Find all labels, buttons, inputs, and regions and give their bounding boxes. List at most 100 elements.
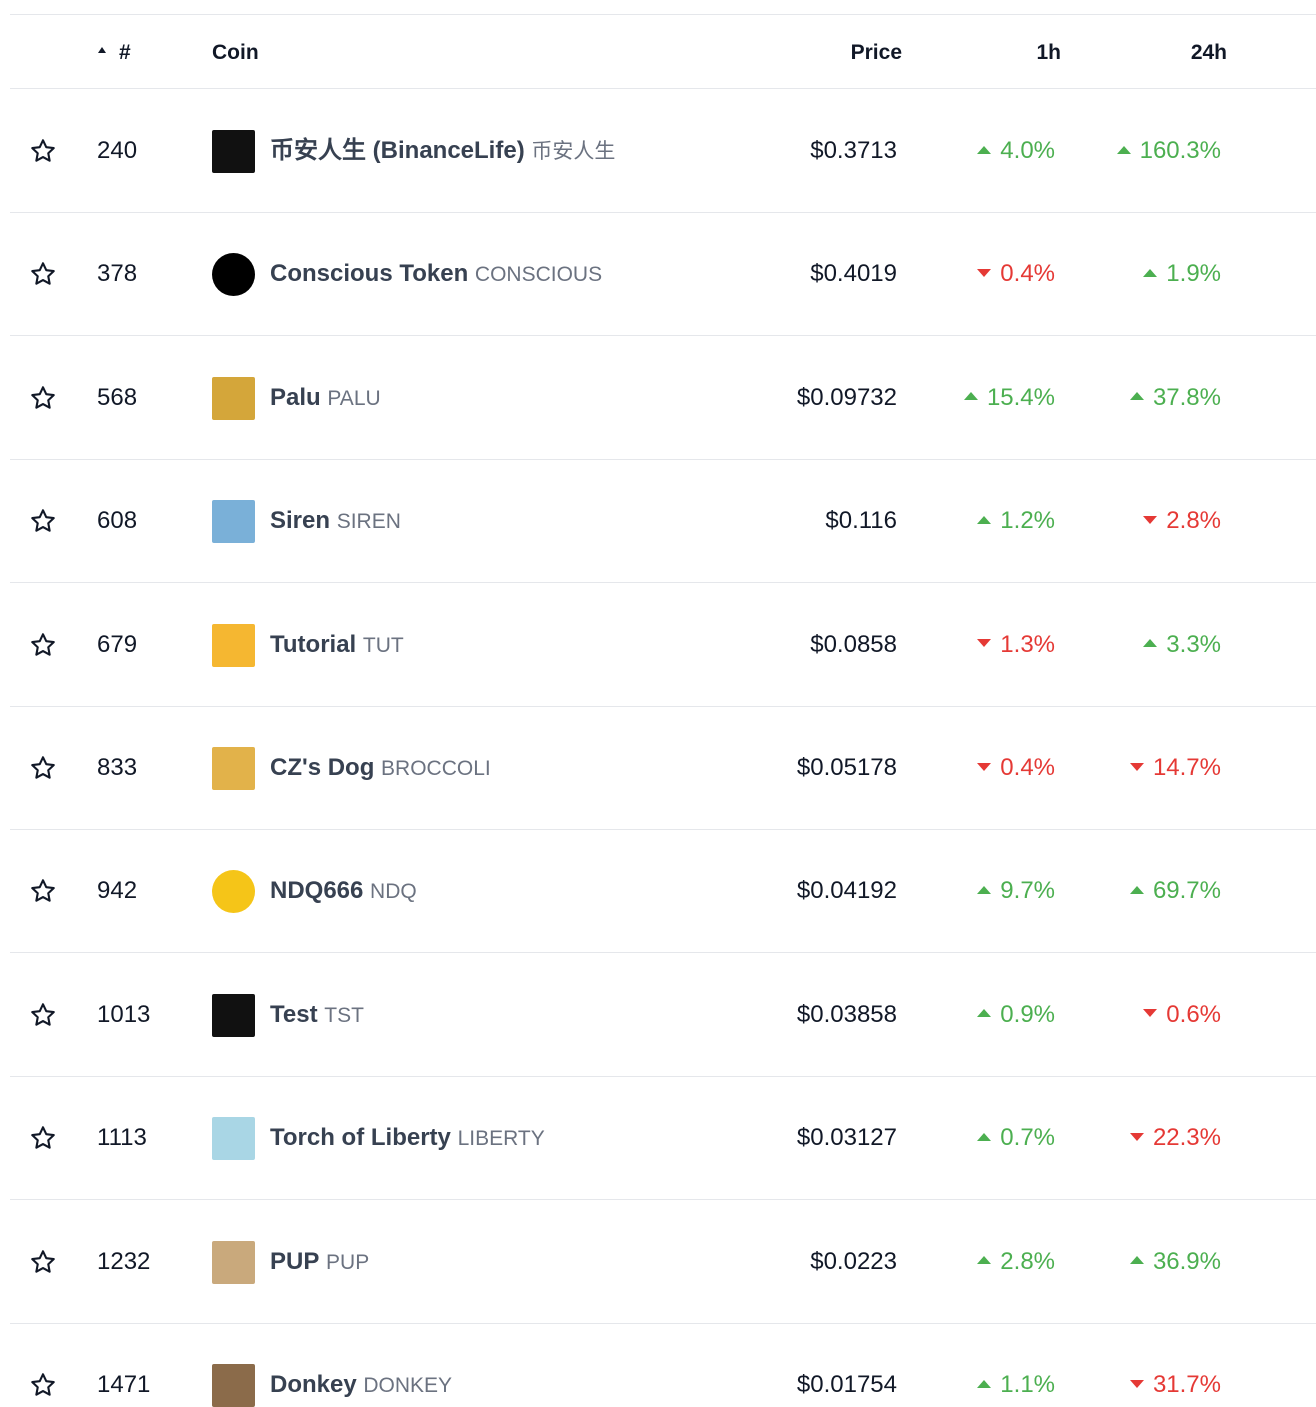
coin-icon (212, 253, 255, 297)
change-value: 0.6% (1166, 1000, 1221, 1028)
coin-icon (212, 623, 255, 667)
coin-name[interactable]: Palu (270, 383, 321, 411)
coin-icon (212, 870, 255, 914)
rank: 1232 (97, 1247, 151, 1275)
trend-arrow (1143, 269, 1158, 278)
coin[interactable]: 币安人生 (BinanceLife) 币安人生 (270, 136, 615, 167)
coin-name[interactable]: NDQ666 (270, 877, 364, 905)
change-value: 4.0% (1000, 137, 1055, 164)
price: $0.116 (825, 507, 897, 535)
coin-name[interactable]: PUP (270, 1247, 320, 1275)
trend-arrow (977, 762, 992, 771)
sort-arrow[interactable] (98, 47, 106, 53)
change-value: 31.7% (1152, 1371, 1221, 1398)
trend-arrow (1129, 886, 1144, 895)
rank: 240 (97, 137, 138, 164)
price-header[interactable]: Price (850, 41, 902, 64)
change-h1: 2.8% (977, 1247, 1055, 1277)
coin-name[interactable]: CZ's Dog (270, 754, 375, 781)
h1-header[interactable]: 1h (1036, 41, 1061, 64)
price: $0.4019 (810, 260, 897, 288)
rank: 608 (97, 507, 138, 535)
favorite-star[interactable] (29, 1371, 57, 1399)
rank: 1471 (97, 1371, 151, 1398)
coin-name[interactable]: Test (270, 1000, 318, 1028)
trend-arrow (1129, 762, 1144, 771)
change-value: 0.4% (1000, 260, 1055, 288)
h24-header[interactable]: 24h (1190, 41, 1227, 64)
coin[interactable]: Tutorial TUT (270, 630, 404, 661)
coin-name[interactable]: Donkey (270, 1371, 357, 1398)
divider (10, 1322, 1316, 1324)
change-h24: 0.6% (1143, 1000, 1221, 1030)
price: $0.3713 (810, 137, 897, 164)
change-value: 9.7% (1000, 877, 1055, 905)
change-h1: 1.2% (977, 506, 1055, 536)
coin-icon (212, 1117, 255, 1161)
coin-header[interactable]: Coin (212, 41, 259, 64)
rank: 679 (97, 630, 138, 658)
favorite-star[interactable] (29, 137, 57, 165)
favorite-star[interactable] (29, 384, 57, 412)
favorite-star[interactable] (29, 1124, 57, 1152)
coin-name[interactable]: Torch of Liberty (270, 1124, 451, 1152)
favorite-star[interactable] (29, 1248, 57, 1276)
change-value: 3.3% (1166, 630, 1221, 658)
change-value: 1.3% (1000, 630, 1055, 658)
coin[interactable]: Conscious Token CONSCIOUS (270, 259, 602, 290)
trend-arrow (977, 515, 992, 524)
coin[interactable]: Donkey DONKEY (270, 1370, 452, 1401)
price: $0.0858 (810, 630, 897, 658)
trend-arrow (1143, 639, 1158, 648)
divider (10, 1075, 1316, 1077)
divider (10, 335, 1316, 337)
change-value: 0.4% (1000, 754, 1055, 781)
trend-arrow (977, 1009, 992, 1018)
coin[interactable]: Siren SIREN (270, 506, 401, 537)
coin[interactable]: NDQ666 NDQ (270, 876, 417, 907)
rank-header[interactable]: # (119, 41, 131, 64)
divider (10, 582, 1316, 584)
coin-symbol: 币安人生 (531, 140, 616, 163)
divider (10, 212, 1316, 213)
favorite-star[interactable] (29, 631, 57, 659)
favorite-star[interactable] (29, 754, 57, 782)
change-h24: 1.9% (1143, 259, 1221, 289)
change-h1: 0.4% (977, 259, 1055, 289)
change-h24: 14.7% (1129, 753, 1221, 783)
coin-name[interactable]: 币安人生 (BinanceLife) (270, 137, 525, 164)
coin-name[interactable]: Tutorial (270, 630, 357, 658)
change-value: 69.7% (1152, 877, 1221, 905)
coin-symbol: BROCCOLI (381, 757, 491, 780)
favorite-star[interactable] (29, 1001, 57, 1029)
change-h24: 2.8% (1143, 506, 1221, 536)
change-value: 36.9% (1152, 1247, 1221, 1275)
coin-symbol: PUP (326, 1250, 370, 1274)
coin-name[interactable]: Conscious Token (270, 260, 469, 288)
rank: 1013 (97, 1000, 151, 1028)
coin[interactable]: CZ's Dog BROCCOLI (270, 753, 491, 784)
change-h24: 31.7% (1129, 1370, 1221, 1400)
trend-arrow (977, 1256, 992, 1265)
favorite-star[interactable] (29, 507, 57, 535)
trend-arrow (977, 1132, 992, 1141)
divider (10, 952, 1316, 954)
coin[interactable]: Palu PALU (270, 383, 381, 414)
divider (10, 705, 1316, 707)
coin[interactable]: Test TST (270, 1000, 364, 1031)
trend-arrow (977, 145, 992, 154)
trend-arrow (1129, 1132, 1144, 1141)
coin-name[interactable]: Siren (270, 507, 331, 535)
coin[interactable]: PUP PUP (270, 1247, 369, 1278)
change-value: 1.1% (1000, 1371, 1055, 1398)
coin-symbol: CONSCIOUS (474, 263, 603, 287)
rank: 942 (97, 877, 138, 905)
trend-arrow (977, 639, 992, 648)
change-h24: 3.3% (1143, 630, 1221, 660)
coin[interactable]: Torch of Liberty LIBERTY (270, 1123, 545, 1154)
change-value: 1.2% (1000, 507, 1055, 535)
favorite-star[interactable] (29, 260, 57, 288)
coin-icon (212, 993, 255, 1037)
trend-arrow (1129, 1256, 1144, 1265)
favorite-star[interactable] (29, 877, 57, 905)
